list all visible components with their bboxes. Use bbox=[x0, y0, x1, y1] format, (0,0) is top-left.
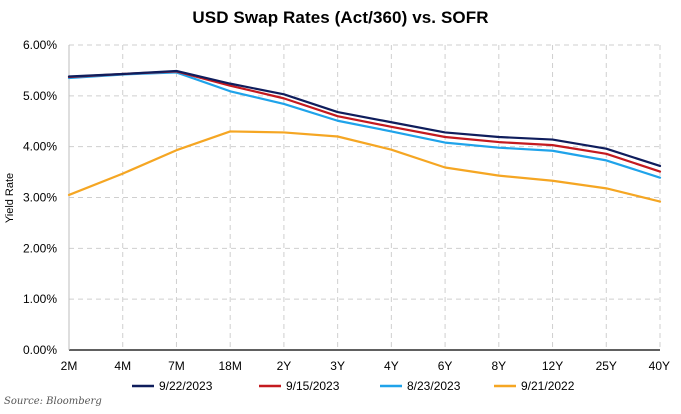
y-axis-title: Yield Rate bbox=[4, 173, 16, 223]
grid-layer bbox=[69, 44, 661, 350]
x-tick-label: 4Y bbox=[384, 359, 399, 373]
x-tick-label: 2Y bbox=[277, 359, 292, 373]
y-tick-label: 3.00% bbox=[23, 191, 57, 205]
axis-layer bbox=[68, 45, 660, 351]
legend-item: 8/23/2023 bbox=[380, 379, 461, 393]
series-line bbox=[67, 69, 662, 168]
chart-title: USD Swap Rates (Act/360) vs. SOFR bbox=[192, 8, 489, 27]
y-tick-label: 4.00% bbox=[23, 140, 57, 154]
y-tick-label: 6.00% bbox=[23, 38, 57, 52]
x-tick-label: 18M bbox=[219, 359, 242, 373]
x-tick-label: 12Y bbox=[542, 359, 563, 373]
tick-labels: 0.00% 1.00% 2.00% 3.00% 4.00% 5.00% 6.00% 2M 4M 7… bbox=[23, 38, 670, 373]
series-line bbox=[67, 71, 662, 179]
legend-label: 8/23/2023 bbox=[407, 379, 461, 393]
legend-label: 9/15/2023 bbox=[286, 379, 340, 393]
legend-item: 9/22/2023 bbox=[132, 379, 213, 393]
y-tick-label: 1.00% bbox=[23, 292, 57, 306]
y-tick-label: 2.00% bbox=[23, 241, 57, 255]
legend-label: 9/21/2022 bbox=[521, 379, 575, 393]
x-tick-label: 25Y bbox=[596, 359, 617, 373]
legend-item: 9/15/2023 bbox=[259, 379, 340, 393]
legend: 9/22/2023 9/15/2023 8/23/2023 9/21/2022 bbox=[132, 379, 575, 393]
y-tick-label: 5.00% bbox=[23, 89, 57, 103]
x-tick-label: 40Y bbox=[649, 359, 670, 373]
x-tick-label: 4M bbox=[114, 359, 131, 373]
series-layer bbox=[67, 69, 662, 203]
x-tick-label: 7M bbox=[168, 359, 185, 373]
y-tick-label: 0.00% bbox=[23, 343, 57, 357]
legend-label: 9/22/2023 bbox=[159, 379, 213, 393]
x-tick-label: 3Y bbox=[330, 359, 345, 373]
series-line bbox=[67, 130, 662, 203]
x-tick-label: 8Y bbox=[491, 359, 506, 373]
series-line bbox=[67, 70, 662, 173]
x-tick-label: 6Y bbox=[438, 359, 453, 373]
source-note: Source: Bloomberg bbox=[4, 396, 102, 407]
legend-item: 9/21/2022 bbox=[494, 379, 575, 393]
x-tick-label: 2M bbox=[61, 359, 78, 373]
